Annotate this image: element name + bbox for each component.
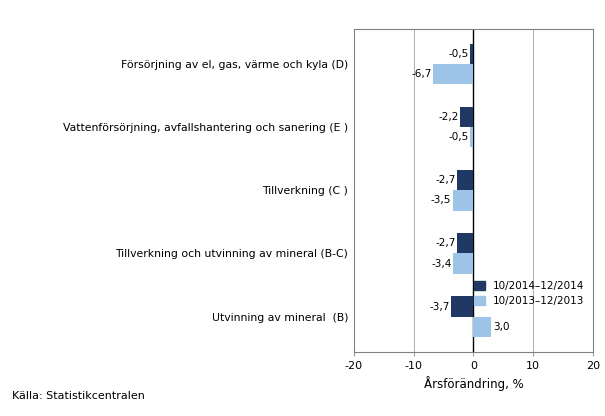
Bar — [453, 191, 473, 210]
Bar — [433, 64, 473, 84]
Bar — [460, 107, 473, 127]
Bar — [457, 170, 473, 191]
Text: Källa: Statistikcentralen: Källa: Statistikcentralen — [12, 391, 145, 401]
Text: -3,7: -3,7 — [430, 302, 450, 312]
Text: -6,7: -6,7 — [411, 69, 432, 79]
Text: -2,7: -2,7 — [436, 238, 456, 248]
Legend: 10/2014–12/2014, 10/2013–12/2013: 10/2014–12/2014, 10/2013–12/2013 — [471, 278, 587, 309]
Bar — [453, 253, 473, 274]
Text: 3,0: 3,0 — [493, 322, 509, 332]
X-axis label: Årsförändring, %: Årsförändring, % — [424, 376, 523, 391]
Bar — [471, 127, 473, 147]
Text: -2,2: -2,2 — [439, 112, 459, 122]
Text: -2,7: -2,7 — [436, 175, 456, 185]
Text: -0,5: -0,5 — [449, 132, 469, 142]
Bar — [457, 233, 473, 253]
Text: -3,5: -3,5 — [431, 196, 451, 206]
Text: -0,5: -0,5 — [449, 49, 469, 59]
Bar — [471, 44, 473, 64]
Bar — [473, 317, 491, 337]
Text: -3,4: -3,4 — [431, 259, 451, 269]
Bar — [451, 297, 473, 317]
